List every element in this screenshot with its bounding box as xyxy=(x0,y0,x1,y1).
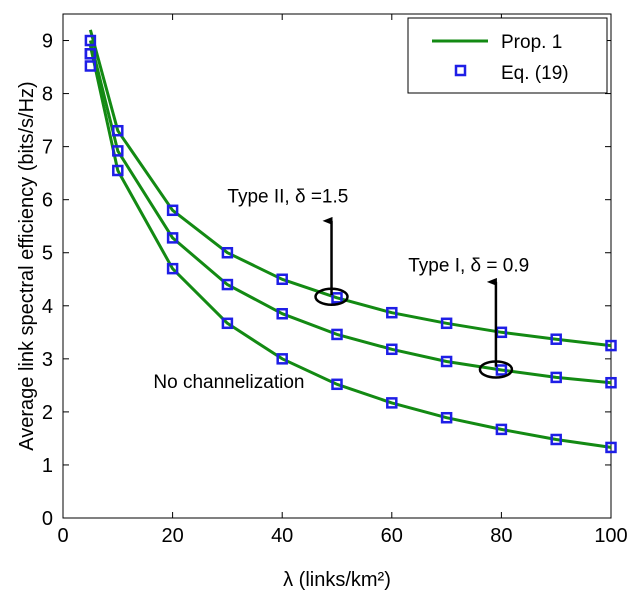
data-marker xyxy=(84,34,97,47)
data-marker xyxy=(84,60,97,72)
data-marker xyxy=(166,232,179,244)
x-tick-label: 60 xyxy=(381,525,403,547)
data-marker xyxy=(276,353,288,365)
data-marker xyxy=(550,371,562,384)
data-marker xyxy=(84,48,97,60)
legend-label-eq19: Eq. (19) xyxy=(501,63,569,84)
y-axis-label: Average link spectral efficiency (bits/s… xyxy=(16,81,38,450)
legend: Prop. 1 Eq. (19) xyxy=(407,17,608,94)
y-tick-label: 4 xyxy=(42,296,53,318)
data-marker xyxy=(605,339,617,352)
data-marker xyxy=(550,333,562,345)
data-marker xyxy=(166,262,179,275)
legend-label-prop1: Prop. 1 xyxy=(501,32,562,53)
legend-box xyxy=(407,17,608,94)
y-tick-label: 0 xyxy=(42,508,53,530)
data-marker xyxy=(386,343,398,356)
ticks-layer: 0 20 40 60 80 100 0 1 2 3 4 5 6 7 8 9 xyxy=(42,14,628,547)
data-marker xyxy=(495,423,508,436)
y-tick-label: 8 xyxy=(42,84,53,106)
data-marker xyxy=(221,246,234,259)
data-marker xyxy=(605,376,617,389)
data-marker xyxy=(386,306,398,319)
annotation-label: Type I, δ = 0.9 xyxy=(408,255,529,276)
data-marker xyxy=(112,124,124,137)
data-marker xyxy=(112,164,124,177)
data-marker xyxy=(440,411,453,424)
x-tick-label: 0 xyxy=(57,525,68,547)
lines-layer xyxy=(88,29,612,449)
x-tick-label: 40 xyxy=(271,525,293,547)
annotation-label: No channelization xyxy=(153,372,304,393)
x-tick-label: 100 xyxy=(594,525,627,547)
series-line-1 xyxy=(88,29,612,348)
y-tick-label: 7 xyxy=(42,137,53,159)
annotation-label: Type II, δ =1.5 xyxy=(227,186,348,207)
data-marker xyxy=(276,307,288,320)
annotations-layer: Type II, δ =1.5 Type I, δ = 0.9 No channel… xyxy=(153,186,529,393)
y-tick-label: 9 xyxy=(42,31,53,53)
y-tick-label: 3 xyxy=(42,349,53,371)
y-tick-label: 2 xyxy=(42,402,53,424)
data-marker xyxy=(495,364,508,376)
data-marker xyxy=(605,441,617,454)
x-tick-label: 80 xyxy=(490,525,512,547)
data-marker xyxy=(331,292,343,304)
data-marker xyxy=(221,317,234,330)
data-marker xyxy=(440,317,453,330)
data-marker xyxy=(550,433,562,446)
data-marker xyxy=(276,273,288,286)
data-marker xyxy=(440,355,453,368)
series-line-2 xyxy=(88,40,612,385)
x-axis-label: λ (links/km²) xyxy=(283,569,391,590)
x-tick-label: 20 xyxy=(161,525,183,547)
data-marker xyxy=(112,145,124,157)
y-tick-label: 5 xyxy=(42,243,53,265)
markers-layer xyxy=(84,34,617,454)
data-marker xyxy=(331,378,343,391)
series-line-3 xyxy=(88,45,612,449)
data-marker xyxy=(331,328,343,341)
data-marker xyxy=(221,278,234,291)
legend-marker-swatch xyxy=(454,64,467,77)
y-tick-label: 6 xyxy=(42,190,53,212)
data-marker xyxy=(386,397,398,409)
y-tick-label: 1 xyxy=(42,455,53,477)
data-marker xyxy=(166,204,179,217)
